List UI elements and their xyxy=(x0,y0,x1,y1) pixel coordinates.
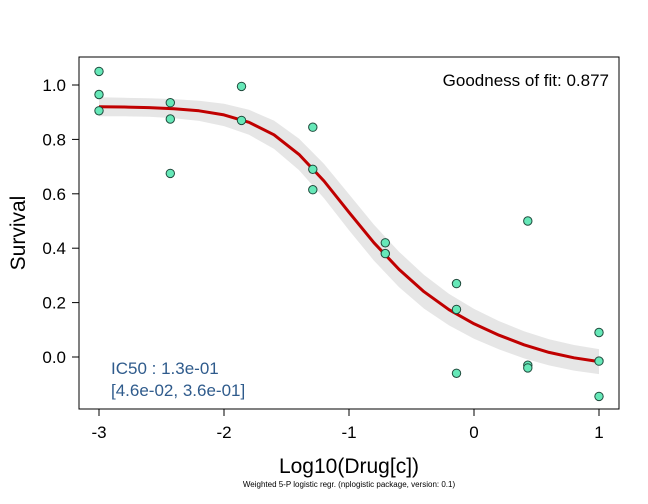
data-point xyxy=(308,122,318,132)
data-point xyxy=(308,164,318,175)
data-point xyxy=(594,356,604,366)
data-point xyxy=(451,304,462,315)
fit-curve-line xyxy=(98,105,600,364)
data-point xyxy=(94,106,104,116)
data-points xyxy=(94,66,604,402)
data-point xyxy=(236,81,247,92)
data-point xyxy=(94,66,104,77)
data-point xyxy=(451,278,462,289)
y-tick-label: 0.8 xyxy=(42,130,66,149)
x-tick-label: -2 xyxy=(216,423,231,442)
data-point xyxy=(236,115,247,126)
data-point xyxy=(523,363,533,373)
fit-curve xyxy=(98,105,600,364)
x-tick-label: -3 xyxy=(91,423,106,442)
x-tick-label: -1 xyxy=(341,423,356,442)
confidence-band xyxy=(99,97,599,375)
data-point xyxy=(94,89,104,100)
data-point xyxy=(380,248,390,259)
x-axis: -3 -2 -1 0 1 xyxy=(91,408,604,442)
x-tick-label: 1 xyxy=(594,423,603,442)
goodness-of-fit-label: Goodness of fit: 0.877 xyxy=(443,71,609,90)
y-axis: 0.0 0.2 0.4 0.6 0.8 1.0 xyxy=(42,76,80,367)
y-tick-label: 0.0 xyxy=(42,348,66,367)
y-tick-label: 0.2 xyxy=(42,294,66,313)
data-point xyxy=(380,238,390,248)
ic50-interval-label: [4.6e-02, 3.6e-01] xyxy=(111,381,245,400)
data-point xyxy=(308,185,318,195)
data-point xyxy=(594,327,604,338)
y-tick-label: 0.6 xyxy=(42,185,66,204)
y-tick-label: 1.0 xyxy=(42,76,66,95)
x-tick-label: 0 xyxy=(469,423,478,442)
confidence-band-area xyxy=(99,97,599,375)
data-point xyxy=(165,114,176,124)
footnote: Weighted 5-P logistic regr. (nplogistic … xyxy=(243,480,456,489)
data-point xyxy=(165,98,176,108)
data-point xyxy=(165,168,176,179)
y-axis-title: Survival xyxy=(7,196,30,271)
data-point xyxy=(523,216,533,226)
ic50-value-label: IC50 : 1.3e-01 xyxy=(111,359,219,378)
y-tick-label: 0.4 xyxy=(42,239,66,258)
data-point xyxy=(451,368,462,378)
data-point xyxy=(594,391,604,402)
x-axis-title: Log10(Drug[c]) xyxy=(279,455,419,478)
